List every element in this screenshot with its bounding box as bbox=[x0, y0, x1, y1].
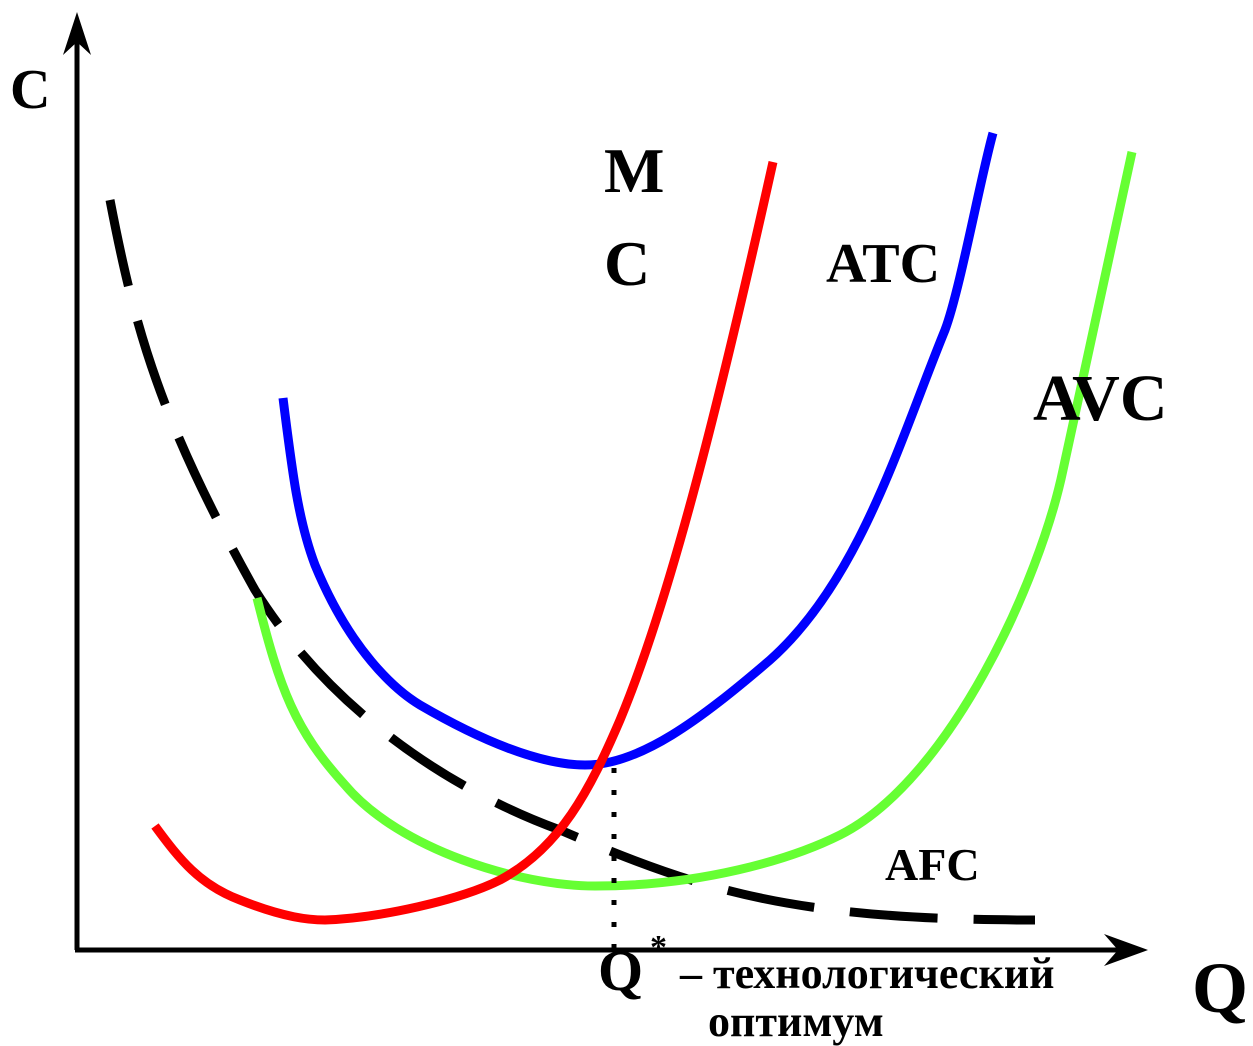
optimum-caption-line2: оптимум bbox=[708, 997, 884, 1046]
atc-label: ATC bbox=[826, 233, 940, 295]
avc-curve bbox=[252, 151, 1137, 891]
axes bbox=[63, 12, 1148, 966]
afc-curve bbox=[105, 199, 1036, 925]
y-axis-arrow bbox=[63, 12, 91, 55]
optimum-marker: Q bbox=[598, 938, 643, 1003]
x-axis-arrow bbox=[1104, 934, 1148, 966]
x-axis-label: Q bbox=[1192, 948, 1248, 1028]
mc-label-line1: M bbox=[604, 135, 664, 206]
atc-curve bbox=[278, 131, 998, 770]
optimum-superscript: * bbox=[650, 929, 667, 966]
y-axis-label: C bbox=[10, 59, 50, 121]
afc-label: AFC bbox=[885, 839, 980, 890]
avc-label: AVC bbox=[1033, 362, 1167, 435]
mc-label-line2: C bbox=[604, 228, 650, 299]
optimum-caption-line1: – технологический bbox=[679, 949, 1055, 998]
mc-curve bbox=[151, 161, 778, 925]
